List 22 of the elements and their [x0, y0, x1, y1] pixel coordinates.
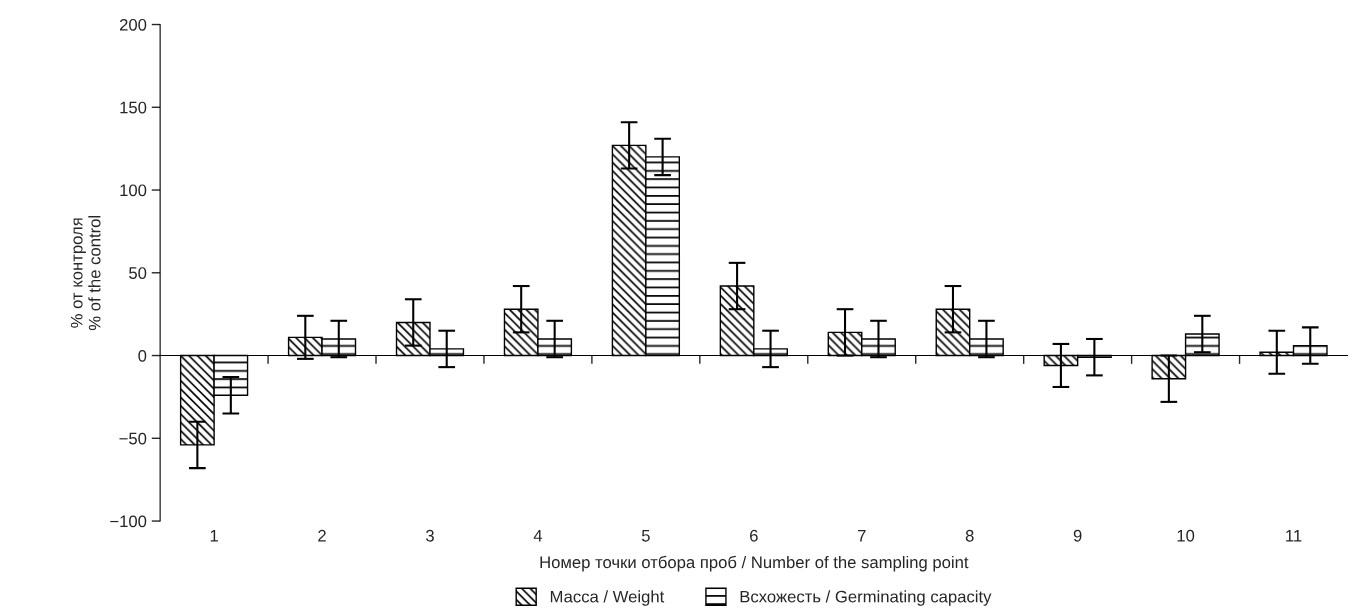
x-tick-label: 5 — [641, 530, 650, 542]
x-tick-label: 9 — [1073, 529, 1082, 542]
y-tick-label: 150 — [120, 101, 147, 114]
x-tick-label: 4 — [533, 530, 543, 542]
y-tick-label: 200 — [119, 18, 147, 31]
y-axis-title: % от контроля % of the control — [70, 215, 101, 331]
legend-label: Всхожесть / Germinating capacity — [740, 590, 992, 606]
y-tick-label: 50 — [129, 267, 147, 279]
x-tick-label: 11 — [1286, 530, 1302, 542]
x-tick-label: 6 — [750, 529, 758, 542]
x-tick-label: 3 — [425, 529, 434, 542]
x-axis-title: Номер точки отбора проб / Number of the sampling point — [540, 555, 969, 572]
y-tick-label: 0 — [138, 349, 147, 362]
legend-label: Масса / Weight — [550, 590, 665, 606]
y-tick-label: −100 — [110, 515, 147, 528]
x-tick-label: 10 — [1177, 529, 1195, 542]
x-tick-label: 7 — [857, 530, 866, 542]
x-tick-label: 2 — [318, 529, 326, 542]
y-tick-label: −50 — [119, 432, 147, 445]
x-tick-label: 1 — [210, 530, 218, 542]
x-tick-label: 8 — [965, 529, 974, 542]
y-tick-label: 100 — [120, 184, 147, 197]
